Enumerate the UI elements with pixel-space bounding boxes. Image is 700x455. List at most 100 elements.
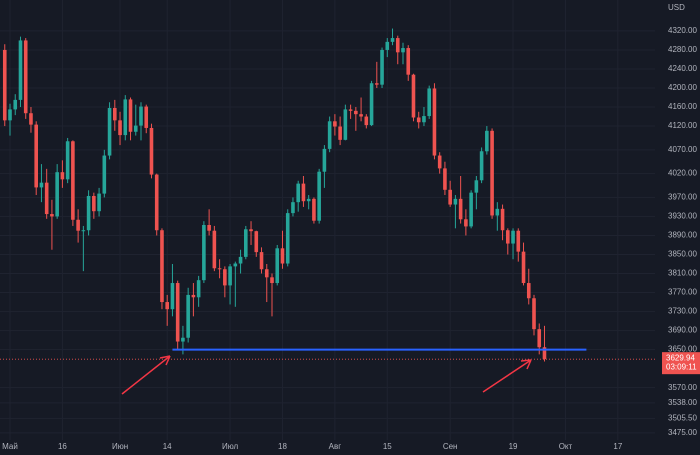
y-tick-label: 3970.00 xyxy=(668,193,697,202)
candle-body xyxy=(390,38,395,42)
candle-body xyxy=(196,280,201,298)
x-tick-label: 19 xyxy=(509,442,518,451)
candle-body xyxy=(411,74,416,118)
y-tick-label: 4200.00 xyxy=(668,83,697,92)
x-tick-label: 17 xyxy=(613,442,622,451)
candle-body xyxy=(474,180,479,193)
candle-body xyxy=(238,256,243,264)
candle-body xyxy=(333,121,337,127)
y-tick-label: 4280.00 xyxy=(668,45,697,54)
x-tick-label: Июн xyxy=(112,442,128,451)
y-tick-label: 3770.00 xyxy=(668,288,697,297)
candle-body xyxy=(202,224,206,281)
candle-body xyxy=(322,148,327,172)
candle-body xyxy=(228,266,232,286)
candle-body xyxy=(154,174,159,231)
candle-body xyxy=(432,88,437,156)
candle-body xyxy=(2,49,7,121)
candle-body xyxy=(296,183,300,203)
candle-body xyxy=(165,302,169,310)
candle-body xyxy=(479,151,484,181)
candle-body xyxy=(50,214,54,217)
candle-body xyxy=(160,230,164,303)
candle-body xyxy=(375,83,379,85)
annotation-arrows xyxy=(121,355,532,395)
candle-body xyxy=(270,277,274,284)
candle-body xyxy=(44,182,49,215)
candle-body xyxy=(113,107,117,121)
candle-body xyxy=(312,198,316,221)
candle-body xyxy=(71,141,75,220)
candle-body xyxy=(369,83,374,126)
candle-body xyxy=(107,107,112,156)
candle-body xyxy=(448,189,452,205)
candle-body xyxy=(511,230,515,244)
arrow xyxy=(482,359,532,393)
candle-body xyxy=(291,202,295,214)
candle-body xyxy=(395,38,400,53)
candle-body xyxy=(181,337,185,342)
candle-body xyxy=(86,195,91,231)
candle-body xyxy=(443,168,447,190)
y-tick-label: 3538.00 xyxy=(668,398,697,407)
candle-body xyxy=(343,109,348,140)
candle-body xyxy=(490,130,494,216)
candle-body xyxy=(359,114,363,117)
candle-body xyxy=(118,120,122,136)
candle-body xyxy=(317,171,321,221)
candle-body xyxy=(249,229,253,232)
y-tick-label: 3690.00 xyxy=(668,326,697,335)
candle-body xyxy=(55,172,59,217)
x-tick-label: Окт xyxy=(559,442,573,451)
candle-body xyxy=(354,110,358,115)
y-tick-label: 3890.00 xyxy=(668,231,697,240)
y-tick-label: 3570.00 xyxy=(668,383,697,392)
y-tick-label: 3930.00 xyxy=(668,212,697,221)
candle-body xyxy=(149,127,154,175)
candle-body xyxy=(39,182,44,188)
candle-body xyxy=(285,213,290,264)
candle-body xyxy=(506,230,510,244)
candle-body xyxy=(516,230,521,252)
y-tick-label: 3650.00 xyxy=(668,345,697,354)
candle-body xyxy=(244,229,248,257)
candle-body xyxy=(406,48,411,75)
y-tick-label: 4320.00 xyxy=(668,26,697,35)
y-tick-label: 3810.00 xyxy=(668,269,697,278)
candle-body xyxy=(348,109,353,111)
candle-body xyxy=(65,141,70,180)
candle-body xyxy=(485,130,489,152)
last-price-label: 3629.94 xyxy=(666,353,695,362)
x-tick-label: 14 xyxy=(163,442,172,451)
candle-body xyxy=(123,99,128,136)
candle-body xyxy=(427,88,431,117)
x-tick-label: Июл xyxy=(222,442,239,451)
candle-body xyxy=(76,219,80,231)
x-tick-label: Май xyxy=(2,442,18,451)
candle-body xyxy=(453,198,458,205)
candle-body xyxy=(401,48,405,53)
candle-body xyxy=(128,99,133,132)
countdown-label: 03:09:11 xyxy=(666,362,697,371)
y-tick-label: 3730.00 xyxy=(668,307,697,316)
candle-body xyxy=(144,106,149,128)
candle-body xyxy=(13,99,18,110)
candle-body xyxy=(301,183,306,202)
y-tick-label: 4120.00 xyxy=(668,121,697,130)
candle-body xyxy=(364,116,369,126)
candle-body xyxy=(8,109,12,121)
candle-body xyxy=(306,198,311,202)
candle-body xyxy=(186,294,190,338)
candle-body xyxy=(469,192,473,227)
candle-body xyxy=(81,230,86,232)
candle-body xyxy=(207,224,211,231)
candle-body xyxy=(170,283,175,310)
candle-body xyxy=(542,347,547,360)
y-tick-label: 3850.00 xyxy=(668,250,697,259)
currency-label: USD xyxy=(668,3,685,12)
candle-body xyxy=(385,41,390,50)
candle-body xyxy=(133,125,138,132)
candle-body xyxy=(34,124,38,188)
x-tick-label: 18 xyxy=(278,442,287,451)
